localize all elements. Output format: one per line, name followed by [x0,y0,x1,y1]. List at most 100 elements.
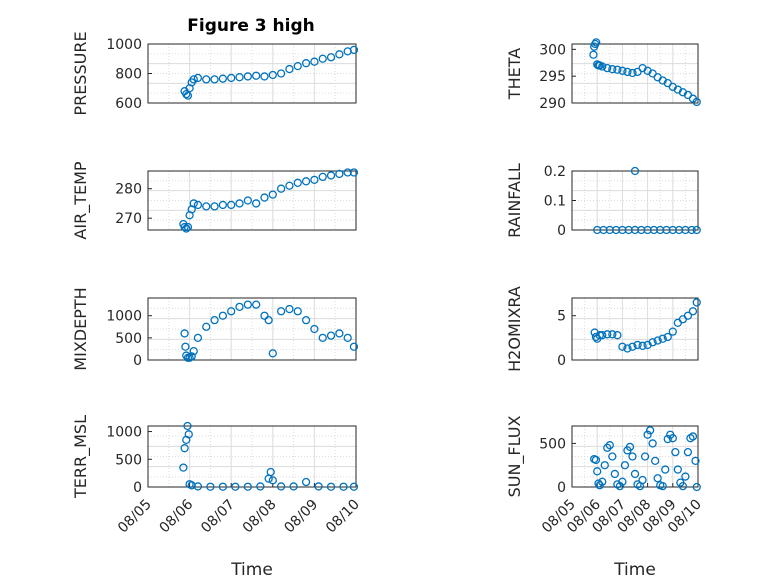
ytick-label: 0 [133,480,142,496]
data-point [276,184,286,193]
data-point [301,59,311,68]
data-point [180,444,189,453]
xtick-label: 08/10 [323,497,363,537]
data-point [630,166,640,176]
data-point [193,482,203,491]
data-point [218,482,228,491]
data-point [593,225,602,235]
data-point [252,71,261,80]
data-point [339,482,348,491]
ytick-label: 290 [539,96,566,112]
data-point [687,225,696,235]
data-point [231,482,240,491]
data-point [643,225,652,235]
data-point [628,68,637,78]
data-point [618,342,627,351]
subplot-sun_flux: 0500SUN_FLUX08/0508/0608/0708/0808/0908/… [505,416,705,580]
data-point [692,482,701,492]
data-point [227,200,236,210]
xtick-label: 08/08 [240,497,280,537]
subplot-air_temp: 270 280 AIR_TEMP [71,161,359,240]
data-point [260,193,269,202]
data-point [260,311,269,320]
data-point [593,467,602,476]
data-point [638,475,647,485]
data-point [193,333,203,343]
xtick-label: 08/06 [157,496,197,536]
data-point [180,329,189,338]
data-point [662,225,671,235]
data-point [326,482,336,491]
data-point [651,456,660,466]
data-point [293,307,302,316]
data-point [623,67,632,77]
data-point [613,65,622,74]
data-point [210,75,219,84]
data-point [318,172,327,182]
data-point [638,341,647,350]
data-point [301,315,311,325]
data-point [349,168,359,177]
data-point [349,342,359,351]
data-point [335,329,344,338]
data-point [264,315,273,325]
data-point [349,482,359,491]
ytick-label: 300 [539,42,566,58]
data-point [218,74,228,83]
data-point [624,225,633,235]
data-point [235,199,244,208]
subplot-theta: 290 295 300 THETA [505,38,701,112]
data-point [591,39,600,49]
data-point [610,469,619,479]
data-point [276,482,286,491]
subplot-terr_msl: 0 500 1000 TERR_MSL 08/05 08/06 08/07 08/08 08/0… [71,415,363,580]
data-point [594,479,603,488]
data-point [618,66,627,75]
data-point [653,474,662,483]
ylabel: MIXDEPTH [71,287,90,370]
data-point [645,426,655,435]
data-point [648,338,657,347]
ytick-label: 0.1 [544,194,566,210]
data-point [673,465,682,474]
data-point [301,477,311,487]
axes-box [147,170,357,231]
ytick-label: 0 [557,353,566,369]
data-point [640,452,650,461]
data-point [681,225,690,235]
data-point [185,353,194,362]
subplot-mixdepth: 0 500 1000 MIXDEPTH [71,287,359,371]
ytick-label: 1000 [106,37,142,53]
data-point [633,340,642,350]
data-point [623,344,632,353]
data-point [598,62,607,71]
data-point [218,200,228,210]
data-point [692,97,701,107]
data-point [663,434,672,444]
ytick-label: 5 [557,309,566,325]
data-point [252,300,261,309]
data-point [243,72,252,81]
data-point [293,61,302,71]
ylabel: PRESSURE [71,31,90,115]
data-point [235,73,244,82]
data-point [615,481,625,491]
data-point [663,332,672,342]
data-point [182,224,191,233]
data-point [595,331,604,340]
data-point [243,300,252,309]
data-point [661,465,670,474]
data-point [210,202,219,211]
data-point [608,330,617,339]
data-point [184,430,193,439]
data-point [266,467,275,477]
data-point [276,69,286,78]
data-point [285,64,294,74]
data-point [603,330,612,339]
ytick-label: 0 [133,353,142,369]
data-point [202,322,211,331]
data-point [692,298,701,307]
subplot-grid: 600 800 1000 PRESSURE 290 295 300 THETA 270 280 AI… [71,31,705,580]
data-point [210,315,219,325]
